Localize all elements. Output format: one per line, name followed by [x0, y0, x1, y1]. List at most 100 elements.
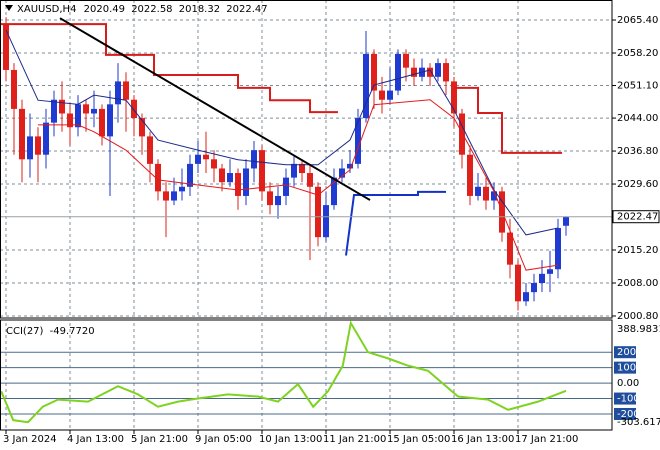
candle-body [531, 282, 537, 293]
symbol: XAUUSD,H4 [17, 4, 76, 15]
candle-body [427, 67, 433, 77]
cci-frame [0, 319, 613, 431]
candle-body [203, 154, 209, 160]
candle-body [19, 108, 25, 160]
cci-level-box [614, 407, 636, 420]
candle-body [339, 168, 345, 178]
candle-body [307, 173, 313, 187]
candle-body [259, 150, 265, 192]
candle-body [475, 186, 481, 196]
candle-body [27, 136, 33, 160]
candle-body [107, 104, 113, 137]
candle-body [283, 177, 289, 196]
last-close: 2022.47 [226, 4, 267, 15]
candle-body [219, 168, 225, 183]
candle-body [275, 195, 281, 206]
last-price-label: 2022.47 [617, 212, 658, 223]
cci-range-label: 388.9831 [617, 324, 660, 335]
candle-body [59, 99, 65, 114]
candle-body [91, 108, 97, 114]
candle-body [67, 113, 73, 128]
cci-tick-label: -200 [617, 409, 640, 420]
candle-body [363, 53, 369, 119]
candle-body [11, 69, 17, 109]
candle-body [235, 173, 241, 196]
candle-body [411, 67, 417, 77]
last-open: 2020.49 [84, 4, 125, 15]
x-tick-label: 10 Jan 13:00 [259, 434, 322, 445]
cci-last: -49.7720 [50, 326, 95, 337]
cci-tick-label: -100 [617, 394, 640, 405]
candle-body [251, 150, 257, 169]
y-tick-label: 2015.20 [617, 245, 658, 256]
candle-body [75, 104, 81, 128]
candle-body [435, 63, 441, 77]
x-tick-label: 4 Jan 13:00 [67, 434, 124, 445]
candle-body [403, 53, 409, 68]
candle-body [43, 122, 49, 155]
candle-body [515, 264, 521, 302]
cci-level-box [614, 346, 636, 359]
cci-tick-label: 100 [617, 363, 636, 374]
marks [0, 17, 612, 424]
indicator-line [38, 99, 559, 271]
candle-body [491, 191, 497, 201]
indicator-line [5, 29, 559, 236]
indicator-line [454, 86, 562, 154]
indicator-line [345, 190, 446, 256]
candle-body [187, 163, 193, 187]
candle-body [51, 99, 57, 123]
cci-header: CCI(27) -49.7720 [6, 326, 95, 337]
last-high: 2022.58 [131, 4, 172, 15]
cci-tick-label: 0.00 [617, 378, 639, 389]
cci-line [0, 320, 567, 424]
candle-body [523, 292, 529, 302]
candle-body [547, 269, 553, 274]
candle-body [347, 163, 353, 169]
candle-body [331, 177, 337, 206]
candle-body [139, 118, 145, 137]
cci-level-box [614, 361, 636, 374]
candle-body [227, 173, 233, 183]
x-tick-label: 9 Jan 05:00 [195, 434, 252, 445]
menu-icon [5, 5, 13, 11]
candle-body [563, 216, 569, 226]
candle-body [123, 81, 129, 100]
candle-body [115, 81, 121, 105]
candle-body [387, 90, 393, 100]
candle-body [163, 191, 169, 201]
candle-body [539, 273, 545, 283]
candle-body [155, 163, 161, 192]
price-frame [0, 0, 613, 319]
x-tick-label: 5 Jan 21:00 [131, 434, 188, 445]
x-tick-label: 16 Jan 13:00 [451, 434, 514, 445]
cci-range-label: -303.6174 [617, 417, 660, 428]
last-low: 2018.32 [179, 4, 220, 15]
candle-body [507, 232, 513, 265]
candle-body [459, 113, 465, 155]
candle-body [483, 186, 489, 201]
y-tick-label: 2029.60 [617, 179, 658, 190]
x-tick-label: 3 Jan 2024 [3, 434, 57, 445]
y-tick-label: 2058.20 [617, 48, 658, 59]
x-tick-label: 15 Jan 05:00 [387, 434, 450, 445]
candle-body [355, 118, 361, 164]
candle-body [451, 81, 457, 114]
candle-body [211, 159, 217, 169]
y-tick-label: 2044.00 [617, 113, 658, 124]
candle-body [147, 136, 153, 164]
candle-body [323, 205, 329, 238]
candle-body [315, 186, 321, 238]
candle-body [131, 99, 137, 119]
y-tick-label: 2036.80 [617, 146, 658, 157]
header: XAUUSD,H4 2020.49 2022.58 2018.32 2022.4… [17, 4, 268, 15]
candle-body [379, 90, 385, 100]
candle-body [3, 24, 9, 70]
y-tick-label: 2051.10 [617, 81, 658, 92]
candle-body [371, 53, 377, 91]
cci-tick-label: 200 [617, 347, 636, 358]
candle-body [171, 191, 177, 201]
